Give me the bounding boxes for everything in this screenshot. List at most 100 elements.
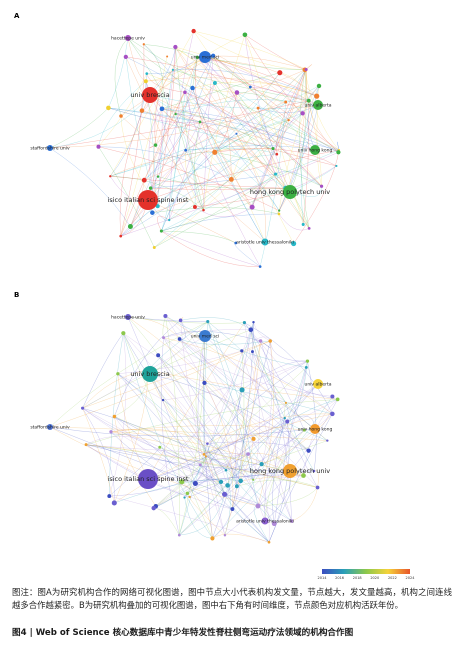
edge [203,454,292,522]
edge [108,107,340,151]
edge [259,101,286,267]
edge [49,94,151,149]
edge [154,119,289,248]
minor-node [81,406,85,410]
minor-node [242,32,248,38]
edge [197,57,322,187]
edge [127,316,245,324]
edge [117,373,201,466]
minor-node [255,503,261,509]
node [261,517,269,525]
edge [153,399,338,509]
node [283,464,297,478]
edge [168,31,194,221]
edge [160,337,180,536]
edge [110,73,148,177]
edge [236,479,318,488]
edge [149,373,208,444]
edge [276,69,307,155]
edge [251,69,306,208]
edge [179,417,285,536]
figure-title: 图4 | Web of Science 核心数据库中青少年特发性脊柱侧弯运动疗法… [12,628,354,638]
minor-node [121,331,126,336]
minor-node [228,176,234,182]
edge [108,107,274,149]
edge [212,396,333,539]
edge [175,99,319,115]
node [47,145,53,151]
edge [125,56,319,106]
minor-node [177,337,182,341]
minor-node [163,313,168,319]
edge [161,69,307,110]
edge [110,148,274,177]
minor-node [221,491,228,497]
edge [214,92,238,153]
edge [179,338,271,345]
edge [109,495,270,543]
minor-node [249,204,255,210]
minor-node [158,445,162,449]
edge [241,360,308,391]
minor-node [274,172,278,176]
node [310,424,320,434]
edge [109,333,127,497]
edge [161,230,236,244]
edge [82,340,271,409]
edge [172,69,309,101]
node-label: univ med sci [191,334,220,340]
edge [251,69,307,208]
node-label: univ hong kong [298,148,333,154]
edge [204,382,234,510]
edge [203,34,246,211]
edge [98,146,232,180]
edge [270,148,276,175]
edge [252,351,338,400]
edge [253,322,271,342]
edge [149,373,309,451]
minor-node [192,480,198,487]
edge [276,69,307,155]
edge [161,213,279,232]
edge [194,121,204,211]
edge [180,320,254,480]
edge [264,418,285,522]
edge [203,402,287,455]
edge [143,44,164,109]
edge [114,37,129,117]
edge [214,152,280,211]
edge [149,94,286,189]
minor-node [289,519,294,523]
minor-node [291,241,297,247]
edge [110,113,303,177]
edge [278,213,310,231]
edge [257,108,286,189]
edge [161,108,339,153]
edge [236,133,266,243]
edge [123,333,213,539]
node [261,238,269,246]
edge [179,453,249,536]
edge [120,56,168,237]
minor-node [202,208,205,212]
edge [108,37,129,109]
year-label: 2020 [370,576,379,580]
edge [146,73,237,93]
edge [85,435,160,448]
edge [149,94,253,208]
edge [125,56,196,208]
edge [127,37,340,151]
edge [244,34,306,71]
minor-node [246,452,250,456]
minor-node [210,536,215,541]
edge [272,418,285,524]
edge [236,438,254,487]
minor-node [127,224,133,229]
edge [49,321,208,428]
minor-node [173,44,178,50]
edge [86,444,249,455]
node [138,469,158,489]
edge [165,315,307,368]
edge [144,55,214,181]
edge [120,113,303,237]
